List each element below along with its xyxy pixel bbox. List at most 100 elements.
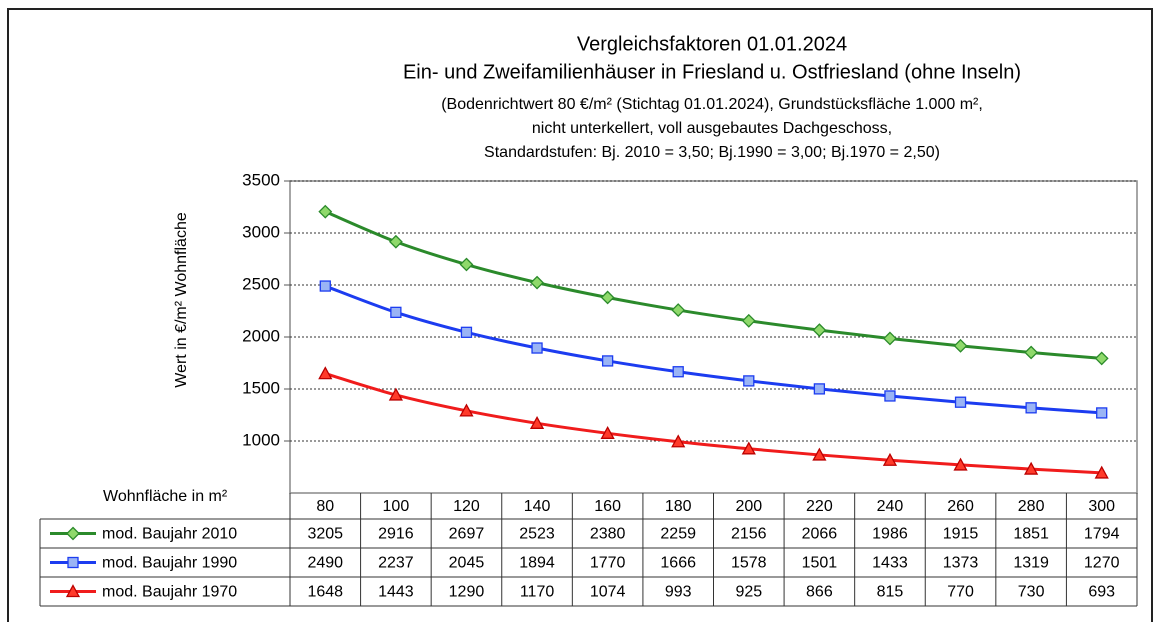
x-tick-label: 280 bbox=[1018, 498, 1045, 515]
marker bbox=[66, 526, 80, 541]
frame bbox=[7, 8, 1153, 622]
marker bbox=[388, 234, 403, 249]
table-cell: 1648 bbox=[307, 584, 343, 601]
marker bbox=[741, 313, 756, 328]
table-cell: 2066 bbox=[802, 526, 838, 543]
marker bbox=[459, 403, 474, 417]
table-cell: 2697 bbox=[449, 526, 485, 543]
marker bbox=[1024, 461, 1039, 475]
marker bbox=[318, 204, 333, 219]
marker bbox=[954, 396, 967, 408]
marker bbox=[884, 390, 896, 402]
marker bbox=[530, 275, 544, 290]
table-cell: 770 bbox=[947, 584, 974, 601]
marker bbox=[671, 434, 686, 448]
y-axis-label: Wert in €/m² Wohnfläche bbox=[173, 212, 190, 388]
marker bbox=[529, 415, 545, 429]
x-tick-label: 80 bbox=[316, 498, 334, 515]
table-cell: 1433 bbox=[872, 555, 908, 572]
y-tick-label: 2500 bbox=[242, 274, 280, 293]
marker bbox=[1025, 402, 1037, 414]
marker bbox=[953, 457, 968, 471]
legend-label: mod. Baujahr 1970 bbox=[102, 584, 237, 601]
table-cell: 2523 bbox=[519, 526, 555, 543]
x-tick-label: 180 bbox=[665, 498, 692, 515]
table-cell: 2490 bbox=[307, 555, 343, 572]
table-cell: 1578 bbox=[731, 555, 767, 572]
chart-subtitle: Standardstufen: Bj. 2010 = 3,50; Bj.1990… bbox=[484, 144, 940, 161]
series-line bbox=[324, 210, 1102, 360]
table-cell: 2259 bbox=[660, 526, 696, 543]
table-cell: 3205 bbox=[307, 526, 343, 543]
x-tick-label: 100 bbox=[383, 498, 410, 515]
marker bbox=[388, 387, 403, 401]
marker bbox=[459, 257, 474, 272]
marker bbox=[1094, 351, 1109, 366]
marker bbox=[812, 323, 827, 338]
table-cell: 2156 bbox=[731, 526, 767, 543]
table-cell: 2380 bbox=[590, 526, 626, 543]
marker bbox=[600, 290, 615, 305]
table-cell: 1894 bbox=[519, 555, 555, 572]
table-cell: 1319 bbox=[1013, 555, 1049, 572]
table-cell: 1986 bbox=[872, 526, 908, 543]
marker bbox=[390, 306, 402, 319]
table-cell: 2237 bbox=[378, 555, 414, 572]
table-cell: 866 bbox=[806, 584, 833, 601]
chart-subtitle: (Bodenrichtwert 80 €/m² (Stichtag 01.01.… bbox=[441, 96, 983, 113]
marker bbox=[813, 383, 826, 395]
y-tick-label: 3500 bbox=[242, 170, 280, 189]
table-cell: 1851 bbox=[1013, 526, 1049, 543]
marker bbox=[531, 342, 543, 354]
marker bbox=[1024, 345, 1039, 360]
x-tick-label: 160 bbox=[594, 498, 621, 515]
table-cell: 815 bbox=[877, 584, 904, 601]
marker bbox=[1094, 465, 1109, 479]
x-tick-label: 260 bbox=[947, 498, 974, 515]
table-cell: 1501 bbox=[802, 555, 838, 572]
marker bbox=[600, 425, 615, 439]
chart-title: Vergleichsfaktoren 01.01.2024 bbox=[577, 33, 847, 55]
x-tick-label: 220 bbox=[806, 498, 833, 515]
table-cell: 1915 bbox=[943, 526, 979, 543]
marker bbox=[671, 303, 686, 317]
marker bbox=[953, 338, 968, 353]
marker bbox=[741, 441, 756, 455]
legend-label: mod. Baujahr 2010 bbox=[102, 526, 237, 543]
table-cell: 2045 bbox=[449, 555, 485, 572]
legend-label: mod. Baujahr 1990 bbox=[102, 555, 237, 572]
table-cell: 1290 bbox=[449, 584, 485, 601]
marker bbox=[812, 447, 827, 461]
chart-subtitle: nicht unterkellert, voll ausgebautes Dac… bbox=[532, 120, 892, 137]
table-cell: 730 bbox=[1018, 584, 1045, 601]
y-tick-label: 1500 bbox=[242, 378, 280, 397]
x-tick-label: 300 bbox=[1088, 498, 1115, 515]
table-cell: 2916 bbox=[378, 526, 414, 543]
y-tick-label: 2000 bbox=[242, 326, 280, 345]
marker bbox=[1096, 407, 1108, 419]
table-cell: 1270 bbox=[1084, 555, 1120, 572]
table-cell: 693 bbox=[1088, 584, 1115, 601]
marker bbox=[319, 280, 331, 292]
y-tick-label: 1000 bbox=[242, 430, 280, 449]
table-cell: 1794 bbox=[1084, 526, 1120, 543]
table-cell: 1373 bbox=[943, 555, 979, 572]
marker bbox=[318, 366, 333, 380]
marker bbox=[882, 452, 898, 466]
marker bbox=[672, 366, 684, 378]
x-tick-label: 240 bbox=[877, 498, 904, 515]
x-tick-label: 200 bbox=[735, 498, 762, 515]
table-cell: 1074 bbox=[590, 584, 626, 601]
table-cell: 1770 bbox=[590, 555, 626, 572]
marker bbox=[883, 331, 897, 346]
series-line bbox=[324, 372, 1102, 475]
x-axis-label: Wohnfläche in m² bbox=[103, 488, 228, 505]
table-cell: 1666 bbox=[660, 555, 696, 572]
x-tick-label: 120 bbox=[453, 498, 480, 515]
table-cell: 925 bbox=[735, 584, 762, 601]
x-tick-label: 140 bbox=[524, 498, 551, 515]
table-cell: 1443 bbox=[378, 584, 414, 601]
y-tick-label: 3000 bbox=[242, 222, 280, 241]
table-cell: 993 bbox=[665, 584, 692, 601]
